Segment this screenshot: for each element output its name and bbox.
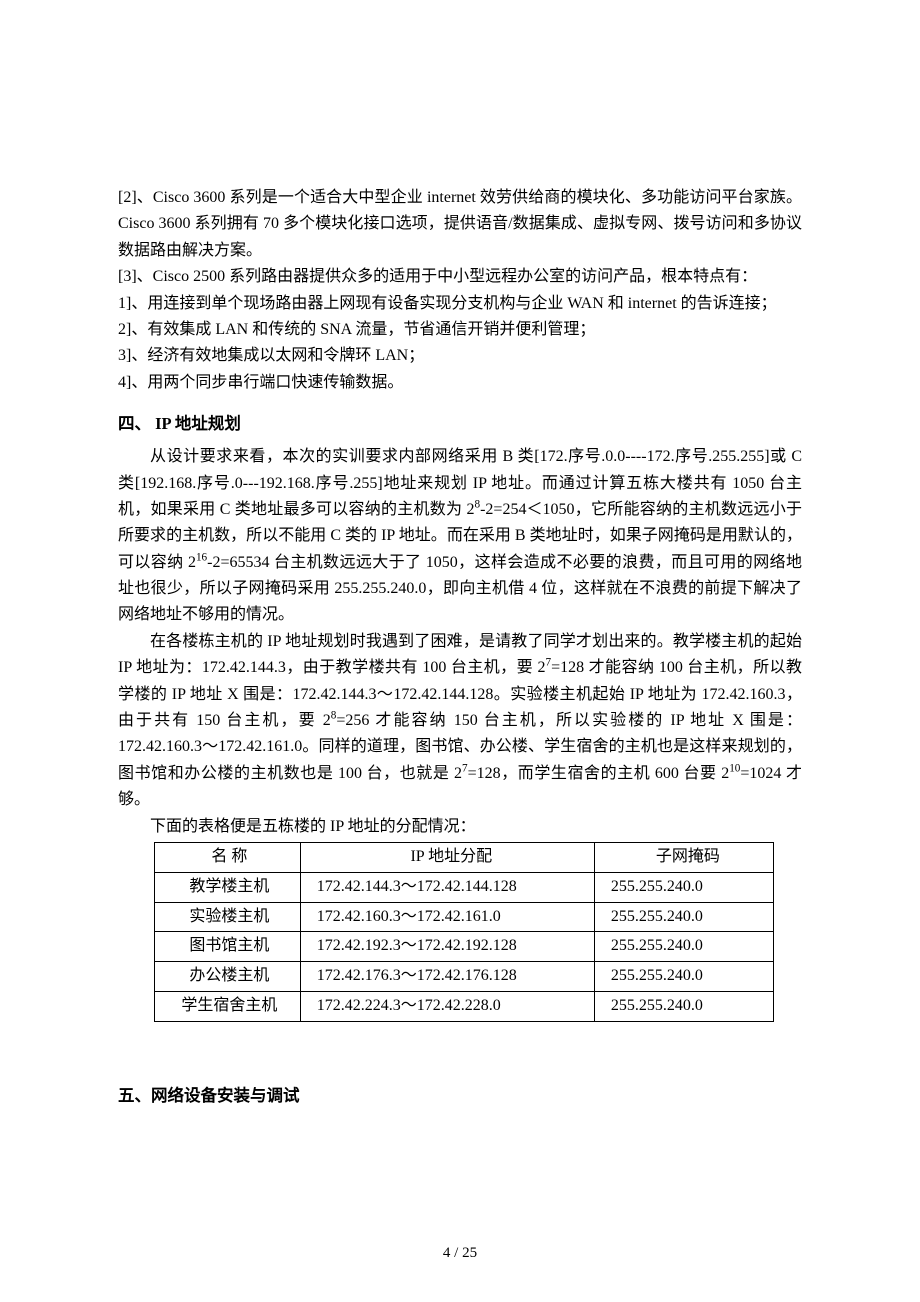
s4-para2: 在各楼栋主机的 IP 地址规划时我遇到了困难，是请教了同学才划出来的。教学楼主机… bbox=[118, 629, 802, 814]
cell-name: 图书馆主机 bbox=[155, 932, 301, 962]
table-row: 实验楼主机 172.42.160.3～172.42.161.0 255.255.… bbox=[155, 902, 774, 932]
table-row: 图书馆主机 172.42.192.3～172.42.192.128 255.25… bbox=[155, 932, 774, 962]
cell-name: 实验楼主机 bbox=[155, 902, 301, 932]
cell-mask: 255.255.240.0 bbox=[594, 902, 773, 932]
cell-name: 办公楼主机 bbox=[155, 962, 301, 992]
th-mask: 子网掩码 bbox=[594, 842, 773, 872]
table-caption: 下面的表格便是五栋楼的 IP 地址的分配情况： bbox=[118, 814, 802, 840]
th-range: IP 地址分配 bbox=[300, 842, 594, 872]
cell-name: 学生宿舍主机 bbox=[155, 991, 301, 1021]
s4-p2-d: =128，而学生宿舍的主机 600 台要 2 bbox=[468, 765, 730, 782]
sup-10: 10 bbox=[729, 762, 740, 774]
document-page: [2]、Cisco 3600 系列是一个适合大中型企业 internet 效劳供… bbox=[0, 0, 920, 1302]
s3-item-3-intro: [3]、Cisco 2500 系列路由器提供众多的适用于中小型远程办公室的访问产… bbox=[118, 264, 802, 290]
cell-range: 172.42.176.3～172.42.176.128 bbox=[300, 962, 594, 992]
s3-item-3-3: 3]、经济有效地集成以太网和令牌环 LAN； bbox=[118, 343, 802, 369]
s3-item-2: [2]、Cisco 3600 系列是一个适合大中型企业 internet 效劳供… bbox=[118, 185, 802, 264]
cell-name: 教学楼主机 bbox=[155, 872, 301, 902]
table-row: 学生宿舍主机 172.42.224.3～172.42.228.0 255.255… bbox=[155, 991, 774, 1021]
page-number: 4 / 25 bbox=[0, 1245, 920, 1262]
s4-p1-c: -2=65534 台主机数远远大于了 1050，这样会造成不必要的浪费，而且可用… bbox=[118, 554, 802, 624]
cell-range: 172.42.192.3～172.42.192.128 bbox=[300, 932, 594, 962]
s3-item-3-1: 1]、用连接到单个现场路由器上网现有设备实现分支机构与企业 WAN 和 inte… bbox=[118, 291, 802, 317]
cell-mask: 255.255.240.0 bbox=[594, 962, 773, 992]
cell-range: 172.42.160.3～172.42.161.0 bbox=[300, 902, 594, 932]
table-header-row: 名 称 IP 地址分配 子网掩码 bbox=[155, 842, 774, 872]
section5-heading: 五、网络设备安装与调试 bbox=[118, 1082, 802, 1106]
ip-allocation-table: 名 称 IP 地址分配 子网掩码 教学楼主机 172.42.144.3～172.… bbox=[154, 842, 774, 1022]
cell-range: 172.42.144.3～172.42.144.128 bbox=[300, 872, 594, 902]
s4-para1: 从设计要求来看，本次的实训要求内部网络采用 B 类[172.序号.0.0----… bbox=[118, 444, 802, 629]
cell-mask: 255.255.240.0 bbox=[594, 932, 773, 962]
cell-range: 172.42.224.3～172.42.228.0 bbox=[300, 991, 594, 1021]
table-row: 办公楼主机 172.42.176.3～172.42.176.128 255.25… bbox=[155, 962, 774, 992]
s3-item-3-2: 2]、有效集成 LAN 和传统的 SNA 流量，节省通信开销并便利管理； bbox=[118, 317, 802, 343]
sup-16: 16 bbox=[196, 551, 207, 563]
cell-mask: 255.255.240.0 bbox=[594, 991, 773, 1021]
th-name: 名 称 bbox=[155, 842, 301, 872]
table-row: 教学楼主机 172.42.144.3～172.42.144.128 255.25… bbox=[155, 872, 774, 902]
section4-heading: 四、 IP 地址规划 bbox=[118, 410, 802, 434]
s3-item-3-4: 4]、用两个同步串行端口快速传输数据。 bbox=[118, 370, 802, 396]
cell-mask: 255.255.240.0 bbox=[594, 872, 773, 902]
